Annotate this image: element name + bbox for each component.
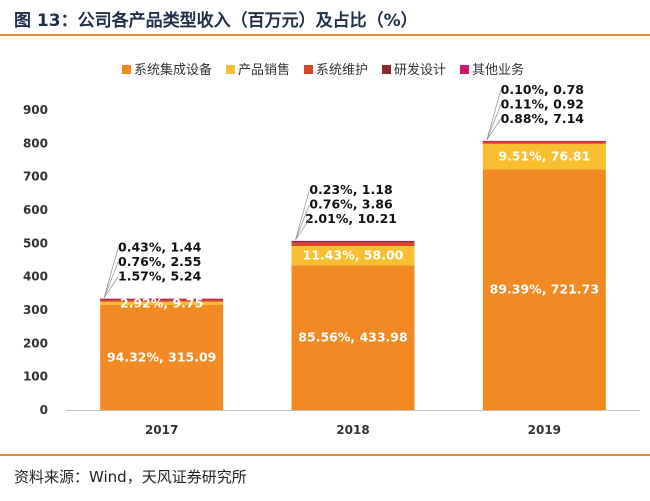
- y-tick-label: 600: [23, 203, 48, 217]
- legend-swatch-3: [304, 65, 313, 74]
- legend-swatch-4: [382, 65, 391, 74]
- bar-segment: [291, 242, 415, 247]
- data-label: 0.88%, 7.14: [501, 111, 585, 126]
- legend-label-3: 系统维护: [316, 63, 368, 78]
- bar-segment: [291, 246, 415, 266]
- legend-swatch-2: [226, 65, 235, 74]
- data-label: 0.43%, 1.44: [118, 240, 202, 255]
- x-axis: 2017 2018 2019: [66, 410, 640, 437]
- top-rule: [0, 34, 650, 36]
- x-tick-label: 2018: [336, 423, 369, 437]
- bar-segment: [100, 304, 224, 410]
- bar-segment: [482, 169, 606, 410]
- bar-stacks: [100, 140, 606, 410]
- y-axis: 0 100 200 300 400 500 600 700 800 900: [23, 103, 48, 417]
- data-label: 0.76%, 3.86: [309, 196, 393, 211]
- chart-legend: 系统集成设备 产品销售 系统维护 研发设计 其他业务: [122, 62, 524, 78]
- data-label: 94.32%, 315.09: [107, 349, 216, 364]
- leader-line: [486, 118, 502, 141]
- source-note: 资料来源：Wind，天风证券研究所: [14, 468, 247, 486]
- y-tick-label: 500: [23, 236, 48, 250]
- legend-swatch-5: [460, 65, 469, 74]
- bar-segment: [291, 240, 415, 242]
- leader-line: [486, 89, 502, 140]
- data-label: 0.11%, 0.92: [501, 96, 584, 111]
- legend-label-4: 研发设计: [394, 62, 446, 78]
- bar-segment: [100, 298, 224, 300]
- leader-line: [295, 204, 310, 241]
- y-tick-label: 0: [40, 403, 48, 417]
- leader-line: [103, 247, 119, 298]
- y-tick-label: 400: [23, 270, 48, 284]
- bar-segment: [482, 143, 606, 170]
- leader-line: [486, 104, 502, 141]
- data-label: 2.01%, 10.21: [305, 211, 397, 226]
- figure-title: 图 13：公司各产品类型收入（百万元）及占比（%）: [14, 11, 418, 31]
- data-label: 89.39%, 721.73: [490, 282, 599, 297]
- leader-line: [103, 261, 119, 298]
- leader-line: [295, 189, 310, 241]
- leader-line: [103, 276, 119, 298]
- bottom-rule: [0, 454, 650, 456]
- data-label: 0.23%, 1.18: [309, 182, 392, 197]
- bar-segment: [482, 141, 606, 144]
- data-labels: 94.32%, 315.092.92%, 9.750.43%, 1.440.76…: [103, 82, 599, 364]
- leader-line: [295, 218, 310, 241]
- stacked-bar-chart: 系统集成设备 产品销售 系统维护 研发设计 其他业务 0 100 200 300 400 500 6…: [23, 62, 640, 437]
- data-label: 85.56%, 433.98: [298, 330, 407, 345]
- x-tick-label: 2019: [528, 423, 561, 437]
- legend-label-2: 产品销售: [238, 62, 290, 78]
- data-label: 9.51%, 76.81: [498, 149, 590, 164]
- x-tick-label: 2017: [145, 423, 178, 437]
- bar-segment: [100, 299, 224, 302]
- y-tick-label: 800: [23, 136, 48, 150]
- bar-segment: [482, 140, 606, 142]
- data-label: 2.92%, 9.75: [120, 295, 203, 310]
- data-label: 11.43%, 58.00: [303, 248, 404, 263]
- legend-label-5: 其他业务: [472, 62, 524, 78]
- y-tick-label: 200: [23, 336, 48, 350]
- data-label: 0.76%, 2.55: [118, 254, 201, 269]
- y-tick-label: 700: [23, 170, 48, 184]
- y-tick-label: 300: [23, 303, 48, 317]
- bar-segment: [100, 301, 224, 305]
- bar-segment: [100, 299, 224, 300]
- legend-label-1: 系统集成设备: [134, 62, 212, 78]
- y-tick-label: 100: [23, 370, 48, 384]
- y-tick-label: 900: [23, 103, 48, 117]
- bar-segment: [291, 265, 415, 410]
- data-label: 1.57%, 5.24: [118, 269, 202, 284]
- bar-segment: [291, 241, 415, 243]
- data-label: 0.10%, 0.78: [501, 82, 584, 97]
- legend-swatch-1: [122, 65, 131, 74]
